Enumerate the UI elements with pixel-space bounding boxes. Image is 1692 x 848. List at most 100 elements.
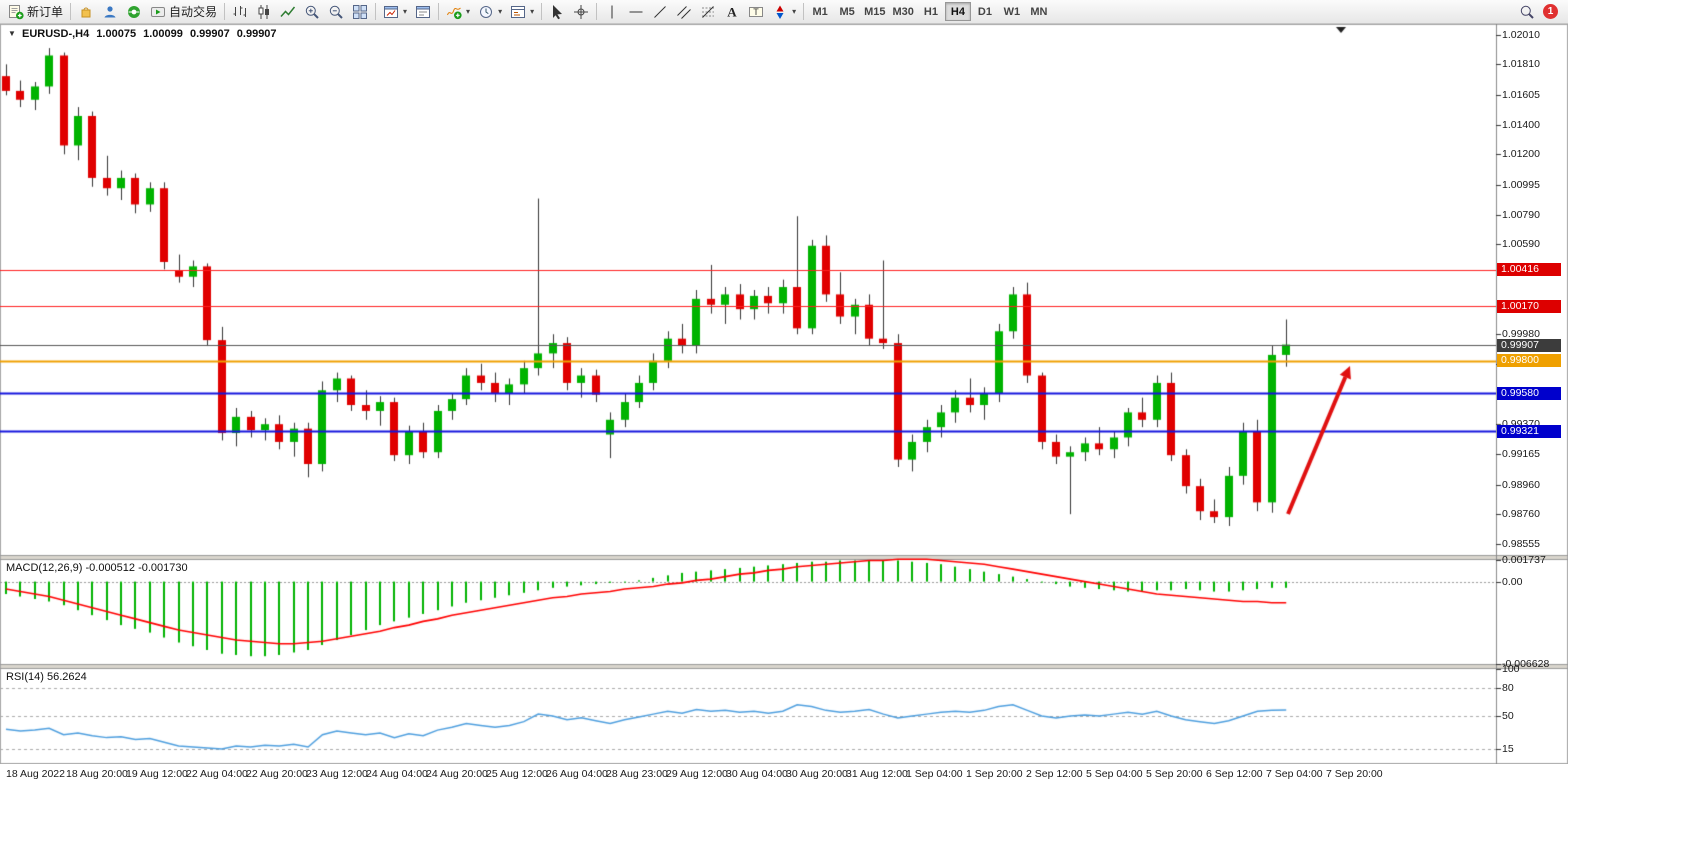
- timeframe-toolbar: M1 M5 M15 M30 H1 H4 D1 W1 MN: [807, 2, 1052, 21]
- time-axis-label: 24 Aug 04:00: [366, 768, 428, 780]
- text-button[interactable]: A: [720, 1, 744, 22]
- autotrading-label: 自动交易: [169, 5, 218, 19]
- arrows-button[interactable]: ▾: [768, 1, 800, 22]
- time-axis-label: 19 Aug 12:00: [126, 768, 188, 780]
- zoom-out-icon: [329, 5, 343, 19]
- time-axis-label: 2 Sep 12:00: [1026, 768, 1083, 780]
- zoom-out-button[interactable]: [324, 1, 348, 22]
- one-click-trading-toggle[interactable]: ▼: [8, 29, 16, 38]
- rsi-axis-tick: 80: [1502, 681, 1514, 694]
- time-axis-label: 22 Aug 20:00: [246, 768, 308, 780]
- crosshair-button[interactable]: [569, 1, 593, 22]
- time-axis-label: 1 Sep 04:00: [906, 768, 963, 780]
- chart-symbol-period: EURUSD-,H4: [22, 28, 90, 40]
- chart-open: 1.00075: [96, 28, 137, 40]
- toolbar-separator: [596, 3, 598, 20]
- pane-splitter-macd[interactable]: [0, 555, 1568, 560]
- bars-button[interactable]: [228, 1, 252, 22]
- chart-window: ▼ EURUSD-,H4 1.00075 1.00099 0.99907 0.9…: [0, 24, 1568, 848]
- toolbar-separator: [541, 3, 543, 20]
- text-icon: A: [727, 4, 737, 19]
- price-tag: 0.99321: [1497, 424, 1561, 438]
- price-tick: 1.01400: [1502, 118, 1540, 131]
- price-tick: 0.98760: [1502, 508, 1540, 521]
- autotrading-button[interactable]: 自动交易: [146, 1, 221, 22]
- chart-canvas[interactable]: [0, 24, 1568, 764]
- new-chart-button[interactable]: ▾: [379, 1, 411, 22]
- macd-main-value: -0.000512: [85, 562, 136, 574]
- time-axis-label: 30 Aug 04:00: [726, 768, 788, 780]
- time-axis-label: 22 Aug 04:00: [186, 768, 248, 780]
- hline-icon: [629, 11, 643, 12]
- toolbar-separator: [375, 3, 377, 20]
- periods-button[interactable]: ▾: [474, 1, 506, 22]
- timeframe-button-m5[interactable]: M5: [834, 2, 860, 21]
- bars-icon: [233, 5, 247, 17]
- price-tick: 1.01605: [1502, 88, 1540, 101]
- price-tick: 1.01810: [1502, 58, 1540, 71]
- toolbar: 新订单 自动交易: [0, 0, 1568, 24]
- time-axis-label: 31 Aug 12:00: [846, 768, 908, 780]
- macd-axis-tick: 0.00: [1502, 575, 1523, 588]
- time-axis-label: 24 Aug 20:00: [426, 768, 488, 780]
- price-tag: 0.99800: [1497, 354, 1561, 368]
- label-icon: T: [749, 6, 764, 17]
- new-order-label: 新订单: [27, 5, 64, 19]
- new-order-button[interactable]: 新订单: [4, 1, 67, 22]
- time-axis-label: 5 Sep 04:00: [1086, 768, 1143, 780]
- autotrading-icon: [151, 6, 166, 17]
- time-axis-label: 7 Sep 20:00: [1326, 768, 1383, 780]
- vline-button[interactable]: [600, 1, 624, 22]
- timeframe-button-m30[interactable]: M30: [890, 2, 917, 21]
- new-chart-icon: [384, 5, 399, 18]
- timeframe-button-mn[interactable]: MN: [1026, 2, 1052, 21]
- chart-profiles-icon: [416, 5, 431, 18]
- time-axis-label: 25 Aug 12:00: [486, 768, 548, 780]
- indicators-button[interactable]: ▾: [442, 1, 474, 22]
- timeframe-button-m15[interactable]: M15: [861, 2, 888, 21]
- price-tick: 1.02010: [1502, 28, 1540, 41]
- channel-button[interactable]: [672, 1, 696, 22]
- price-tag: 0.99580: [1497, 386, 1561, 400]
- market-button[interactable]: [74, 1, 98, 22]
- timeframe-button-d1[interactable]: D1: [972, 2, 998, 21]
- macd-name: MACD(12,26,9): [6, 562, 83, 574]
- hline-button[interactable]: [624, 1, 648, 22]
- market-icon: [81, 7, 91, 17]
- trendline-button[interactable]: [648, 1, 672, 22]
- crosshair-icon: [574, 4, 589, 19]
- price-tick: 0.98960: [1502, 478, 1540, 491]
- timeframe-button-w1[interactable]: W1: [999, 2, 1025, 21]
- fibonacci-button[interactable]: [696, 1, 720, 22]
- price-tag: 1.00170: [1497, 299, 1561, 313]
- vps-button[interactable]: [122, 1, 146, 22]
- tile-windows-button[interactable]: [348, 1, 372, 22]
- arrows-icon: [776, 5, 784, 19]
- time-axis-label: 18 Aug 20:00: [66, 768, 128, 780]
- candles-button[interactable]: [252, 1, 276, 22]
- line-chart-button[interactable]: [276, 1, 300, 22]
- macd-signal-value: -0.001730: [138, 562, 188, 574]
- svg-text:A: A: [727, 4, 737, 19]
- chart-profiles-button[interactable]: [411, 1, 435, 22]
- search-button[interactable]: [1515, 1, 1539, 22]
- indicators-icon: [447, 7, 462, 19]
- time-axis-label: 23 Aug 12:00: [306, 768, 368, 780]
- cursor-button[interactable]: [545, 1, 569, 22]
- dropdown-caret-icon: ▾: [530, 7, 535, 16]
- dropdown-caret-icon: ▾: [792, 7, 797, 16]
- zoom-in-button[interactable]: [300, 1, 324, 22]
- notification-badge[interactable]: 1: [1543, 4, 1558, 19]
- templates-button[interactable]: ▾: [506, 1, 538, 22]
- candles-icon: [258, 4, 270, 19]
- chart-low: 0.99907: [189, 28, 230, 40]
- timeframe-button-m1[interactable]: M1: [807, 2, 833, 21]
- label-button[interactable]: T: [744, 1, 768, 22]
- timeframe-button-h4[interactable]: H4: [944, 2, 971, 21]
- toolbar-separator: [803, 3, 805, 20]
- pane-splitter-rsi[interactable]: [0, 664, 1568, 669]
- fibonacci-icon: [702, 5, 715, 18]
- signals-button[interactable]: [98, 1, 122, 22]
- price-tick: 1.01200: [1502, 148, 1540, 161]
- timeframe-button-h1[interactable]: H1: [918, 2, 944, 21]
